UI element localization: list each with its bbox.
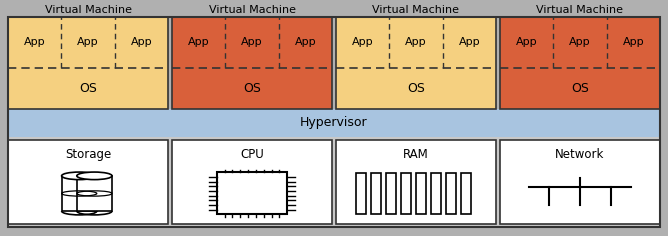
Text: App: App: [569, 37, 591, 47]
Text: Network: Network: [555, 148, 605, 161]
Text: OS: OS: [79, 82, 97, 95]
Text: App: App: [24, 37, 45, 47]
Text: Virtual Machine: Virtual Machine: [536, 5, 623, 15]
Bar: [356, 173, 365, 214]
Text: App: App: [623, 37, 644, 47]
Text: Virtual Machine: Virtual Machine: [373, 5, 460, 15]
Bar: [371, 173, 381, 214]
Text: OS: OS: [243, 82, 261, 95]
Text: App: App: [188, 37, 210, 47]
Bar: [336, 17, 496, 109]
Bar: [61, 176, 97, 211]
Ellipse shape: [61, 172, 97, 180]
Bar: [172, 17, 332, 109]
Bar: [500, 17, 660, 109]
Bar: [8, 137, 660, 227]
Bar: [461, 173, 470, 214]
Text: App: App: [458, 37, 480, 47]
Ellipse shape: [77, 172, 112, 180]
Bar: [500, 140, 660, 224]
Text: Storage: Storage: [65, 148, 111, 161]
Text: OS: OS: [407, 82, 425, 95]
Bar: [431, 173, 441, 214]
Text: App: App: [405, 37, 427, 47]
Text: App: App: [516, 37, 538, 47]
Text: App: App: [241, 37, 263, 47]
Text: Virtual Machine: Virtual Machine: [45, 5, 132, 15]
Text: OS: OS: [571, 82, 589, 95]
Text: App: App: [77, 37, 99, 47]
Bar: [8, 109, 660, 137]
Text: Virtual Machine: Virtual Machine: [208, 5, 295, 15]
Text: Hypervisor: Hypervisor: [300, 116, 368, 129]
Text: CPU: CPU: [240, 148, 264, 161]
Bar: [172, 140, 332, 224]
Bar: [8, 17, 660, 227]
Text: App: App: [352, 37, 373, 47]
Bar: [401, 173, 411, 214]
Bar: [446, 173, 456, 214]
Text: App: App: [295, 37, 316, 47]
Text: App: App: [130, 37, 152, 47]
Bar: [8, 17, 168, 109]
Bar: [217, 173, 287, 215]
Bar: [416, 173, 426, 214]
Text: RAM: RAM: [403, 148, 429, 161]
Bar: [8, 140, 168, 224]
Bar: [77, 176, 112, 211]
Bar: [386, 173, 395, 214]
Bar: [336, 140, 496, 224]
